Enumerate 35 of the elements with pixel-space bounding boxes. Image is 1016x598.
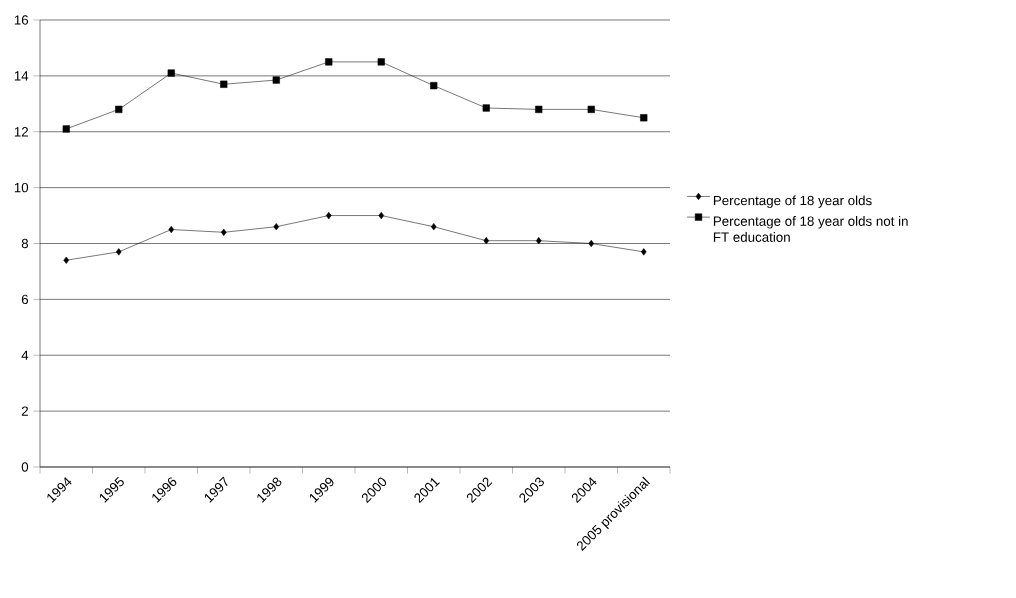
point <box>62 125 70 133</box>
point <box>220 80 228 88</box>
point <box>168 225 175 234</box>
legend-label: Percentage of 18 year olds not in FT education <box>713 216 908 242</box>
point <box>273 223 280 231</box>
y-tick-label: 8 <box>21 238 29 249</box>
point <box>640 114 648 122</box>
point <box>377 58 385 66</box>
point <box>325 58 333 66</box>
point <box>430 82 438 90</box>
point <box>588 239 595 248</box>
point <box>535 237 542 245</box>
point <box>587 105 595 113</box>
point <box>378 211 385 220</box>
point <box>272 76 280 84</box>
point <box>220 228 227 236</box>
point <box>482 104 490 112</box>
y-tick-label: 2 <box>21 406 28 416</box>
y-tick-label: 0 <box>21 462 29 472</box>
y-tick-label: 14 <box>14 71 29 81</box>
y-tick-label: 12 <box>14 127 28 137</box>
point <box>167 69 175 77</box>
point <box>63 256 70 264</box>
legend-label: Percentage of 18 year olds <box>713 195 872 208</box>
point <box>535 105 543 113</box>
point <box>430 223 437 231</box>
y-tick-label: 16 <box>14 15 29 25</box>
point <box>115 248 122 256</box>
y-tick-label: 6 <box>21 294 29 305</box>
point <box>325 211 332 220</box>
y-tick-label: 4 <box>21 350 29 360</box>
point <box>483 237 490 245</box>
point <box>115 105 123 113</box>
y-tick-label: 10 <box>14 182 29 193</box>
point <box>640 248 647 256</box>
